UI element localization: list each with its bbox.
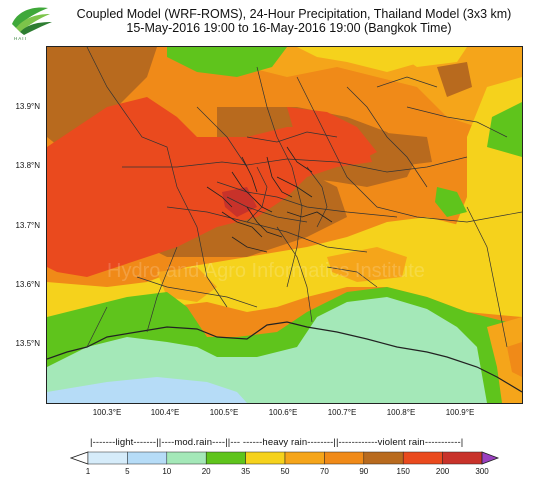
- colorbar-tick-label: 200: [435, 467, 450, 476]
- violent-rain-area-west: [47, 97, 372, 277]
- x-tick-label: 100.4°E: [150, 408, 180, 417]
- x-tick-label: 100.3°E: [92, 408, 122, 417]
- green-patch-east: [435, 187, 467, 217]
- colorbar-tick-label: 20: [201, 467, 211, 476]
- y-tick-label: 13.7°N: [15, 221, 40, 230]
- y-tick-label: 13.9°N: [15, 102, 40, 111]
- watermark-text: Hydro and Agro Informatics Institute: [107, 260, 425, 282]
- colorbar-segment: [402, 451, 443, 465]
- orange-patch-south: [157, 267, 217, 302]
- city-district-boundaries: [206, 146, 333, 253]
- orange-patch-southeast: [487, 317, 522, 403]
- coastline: [47, 321, 522, 393]
- x-tick-label: 100.5°E: [209, 408, 239, 417]
- orange-patch-south-central: [327, 247, 407, 282]
- colorbar-over-triangle: [481, 451, 500, 465]
- colorbar-tick-label: 300: [475, 467, 489, 476]
- colorbar-category-labels: |-------light-------||----mod.rain----||…: [90, 437, 464, 448]
- x-tick-label: 100.9°E: [445, 408, 475, 417]
- yellow-area-ne: [387, 47, 467, 67]
- colorbar-under-triangle: [70, 451, 89, 465]
- colorbar-segment: [284, 451, 325, 465]
- colorbar-tick-label: 10: [162, 467, 172, 476]
- map-title: Coupled Model (WRF-ROMS), 24-Hour Precip…: [0, 7, 548, 35]
- colorbar-tick-label: 50: [280, 467, 290, 476]
- brown-area-northwest: [47, 47, 157, 142]
- y-tick-label: 13.6°N: [15, 280, 40, 289]
- precipitation-field: Hydro and Agro Informatics Institute: [47, 47, 522, 403]
- colorbar-tick-label: 1: [85, 467, 91, 476]
- very-light-rain-area: [47, 377, 247, 403]
- y-tick-label: 13.8°N: [15, 161, 40, 170]
- yellow-area-north: [297, 47, 427, 72]
- colorbar-tick-label: 150: [396, 467, 410, 476]
- colorbar-tick-label: 70: [319, 467, 329, 476]
- y-tick-label: 13.5°N: [15, 339, 40, 348]
- colorbar-segment: [127, 451, 168, 465]
- violent-rain-area-city: [287, 107, 377, 162]
- orange-patch-southeast-inner: [507, 342, 522, 377]
- colorbar-tick-label: 90: [359, 467, 369, 476]
- colorbar-segment: [245, 451, 286, 465]
- brown-patch-ne: [437, 62, 472, 97]
- title-line-1: Coupled Model (WRF-ROMS), 24-Hour Precip…: [76, 7, 512, 21]
- precipitation-map: Hydro and Agro Informatics Institute: [46, 46, 523, 404]
- colorbar-segment: [324, 451, 365, 465]
- light-rain-area-south: [47, 297, 487, 403]
- colorbar-segment: [166, 451, 207, 465]
- colorbar-segment: [442, 451, 483, 465]
- institute-logo: H A I I: [8, 4, 54, 42]
- x-tick-label: 100.8°E: [386, 408, 416, 417]
- district-boundaries: [86, 47, 522, 348]
- colorbar: [70, 451, 500, 465]
- colorbar-segment: [205, 451, 246, 465]
- colorbar-segment: [363, 451, 404, 465]
- colorbar-tick-label: 35: [241, 467, 251, 476]
- green-area-east: [487, 102, 522, 157]
- colorbar-segment: [87, 451, 128, 465]
- green-area-north: [167, 47, 287, 77]
- title-line-2: 15-May-2016 19:00 to 16-May-2016 19:00 (…: [126, 21, 452, 35]
- x-tick-label: 100.7°E: [327, 408, 357, 417]
- colorbar-tick-label: 5: [125, 467, 130, 476]
- svg-text:H A I I: H A I I: [14, 36, 26, 41]
- x-tick-label: 100.6°E: [268, 408, 298, 417]
